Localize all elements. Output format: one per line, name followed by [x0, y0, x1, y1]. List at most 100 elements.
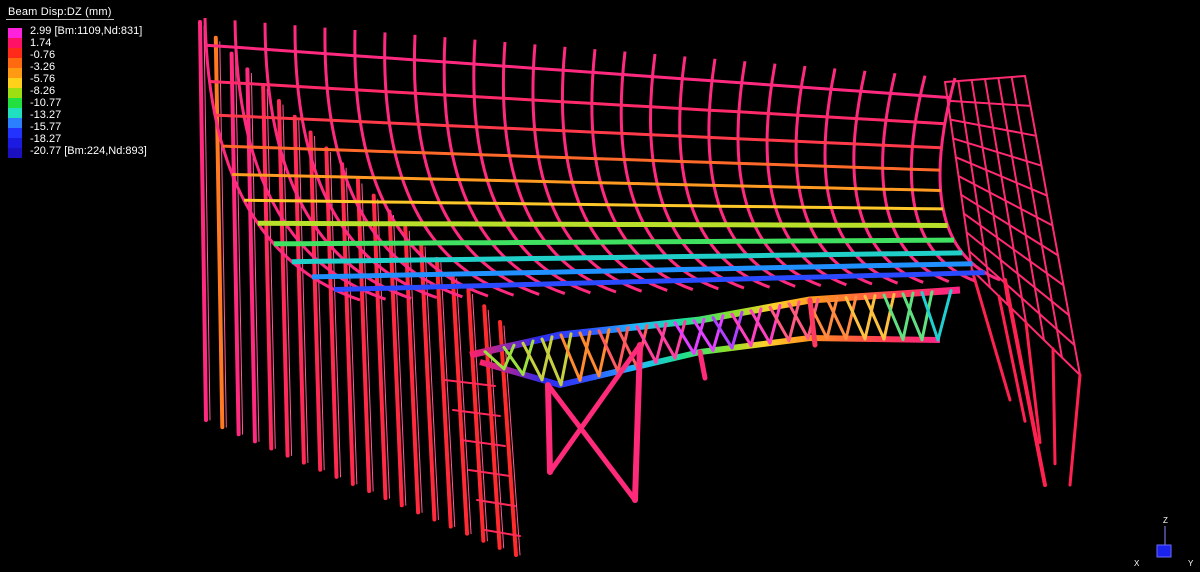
support-leg: [632, 342, 643, 503]
wing-member: [960, 193, 1059, 257]
left-column: [198, 20, 208, 422]
roof-rib: [649, 53, 745, 290]
roof-rib: [736, 60, 822, 288]
truss-web: [616, 326, 630, 373]
left-column: [466, 288, 486, 543]
truss-web: [920, 291, 940, 342]
truss-web: [901, 291, 915, 341]
truss-web: [787, 302, 810, 340]
wing-member: [954, 156, 1048, 197]
truss-web: [692, 317, 706, 355]
left-column-edge: [250, 72, 260, 442]
truss-web: [635, 325, 658, 364]
roof-purlin: [209, 80, 945, 126]
legend-swatch: [8, 118, 22, 128]
roof-rib: [881, 72, 950, 284]
roof-purlin: [273, 237, 955, 247]
truss-web: [749, 309, 772, 345]
roof-rib: [293, 25, 438, 300]
legend-swatch: [8, 48, 22, 58]
truss-web: [673, 320, 687, 360]
roof-rib: [501, 41, 617, 294]
legend-labels: 2.99 [Bm:1109,Nd:831] 1.74 -0.76 -3.26 -5.76…: [30, 25, 147, 157]
truss-web: [559, 333, 582, 382]
roof-ribs: [203, 17, 1001, 302]
left-column-edge: [377, 199, 390, 499]
truss-web: [882, 293, 905, 341]
roof-rib: [765, 63, 847, 287]
roof-purlin: [291, 250, 963, 265]
left-column-edge: [235, 57, 244, 435]
wing-column: [1024, 321, 1042, 444]
legend-swatch: [8, 128, 22, 138]
truss-web: [844, 295, 858, 341]
truss-web: [825, 297, 848, 341]
roof-rib: [590, 49, 694, 292]
wing-column: [970, 268, 1012, 402]
legend-swatch: [8, 108, 22, 118]
roof-purlin: [222, 144, 941, 172]
column-brace: [444, 379, 496, 387]
truss-web: [502, 345, 525, 376]
wing-column: [997, 294, 1027, 423]
truss-web: [654, 322, 668, 364]
triad-y-label: Y: [1188, 559, 1194, 568]
legend-swatch: [8, 28, 22, 38]
roof-rib: [263, 22, 412, 300]
truss-web: [521, 341, 544, 382]
column-brace: [460, 439, 506, 447]
roof-rib: [707, 58, 796, 288]
truss-web: [749, 307, 763, 348]
column-brace: [476, 499, 516, 507]
truss-web: [787, 300, 801, 343]
wing-member: [968, 250, 1076, 347]
wing-member: [946, 99, 1032, 107]
triad-x-label: X: [1134, 559, 1140, 568]
truss-web: [540, 335, 554, 382]
left-column: [434, 256, 453, 529]
truss-web: [559, 332, 573, 387]
support-post: [697, 349, 708, 381]
left-column-edge: [440, 262, 456, 528]
truss-web: [768, 303, 782, 345]
roof-purlins: [205, 43, 985, 292]
wing-member: [957, 175, 1054, 227]
legend-label: -15.77: [30, 121, 62, 133]
left-column: [482, 304, 502, 550]
right-wing-frame: [944, 75, 1082, 487]
wing-column: [1003, 278, 1047, 487]
column-brace: [484, 529, 521, 537]
left-column-edge: [392, 214, 407, 506]
truss-support-frame: [545, 297, 818, 503]
wing-member: [962, 212, 1065, 287]
front-truss: [469, 286, 961, 388]
legend-swatch: [8, 38, 22, 48]
truss-web: [882, 292, 896, 341]
truss-web: [692, 319, 715, 352]
legend-swatch: [8, 98, 22, 108]
truss-web: [483, 350, 506, 371]
roof-rib: [678, 56, 771, 289]
truss-web: [901, 292, 924, 342]
column-brace: [452, 409, 501, 417]
left-column: [292, 114, 306, 465]
wing-member: [949, 118, 1037, 137]
wing-column: [1068, 373, 1082, 487]
left-column: [498, 320, 518, 557]
left-column-edge: [203, 25, 211, 421]
roof-rib: [938, 77, 1001, 282]
wing-member: [944, 75, 1026, 83]
left-column: [229, 51, 241, 437]
roof-rib: [561, 46, 668, 292]
truss-web: [578, 331, 601, 378]
truss-web: [711, 316, 734, 350]
support-leg: [545, 382, 553, 475]
legend-swatch: [8, 58, 22, 68]
triad-box: [1156, 544, 1172, 558]
roof-rib: [531, 44, 643, 293]
roof-rib: [442, 37, 566, 296]
left-column-edge: [219, 41, 227, 428]
truss-web: [730, 310, 744, 350]
truss-web: [844, 296, 867, 341]
